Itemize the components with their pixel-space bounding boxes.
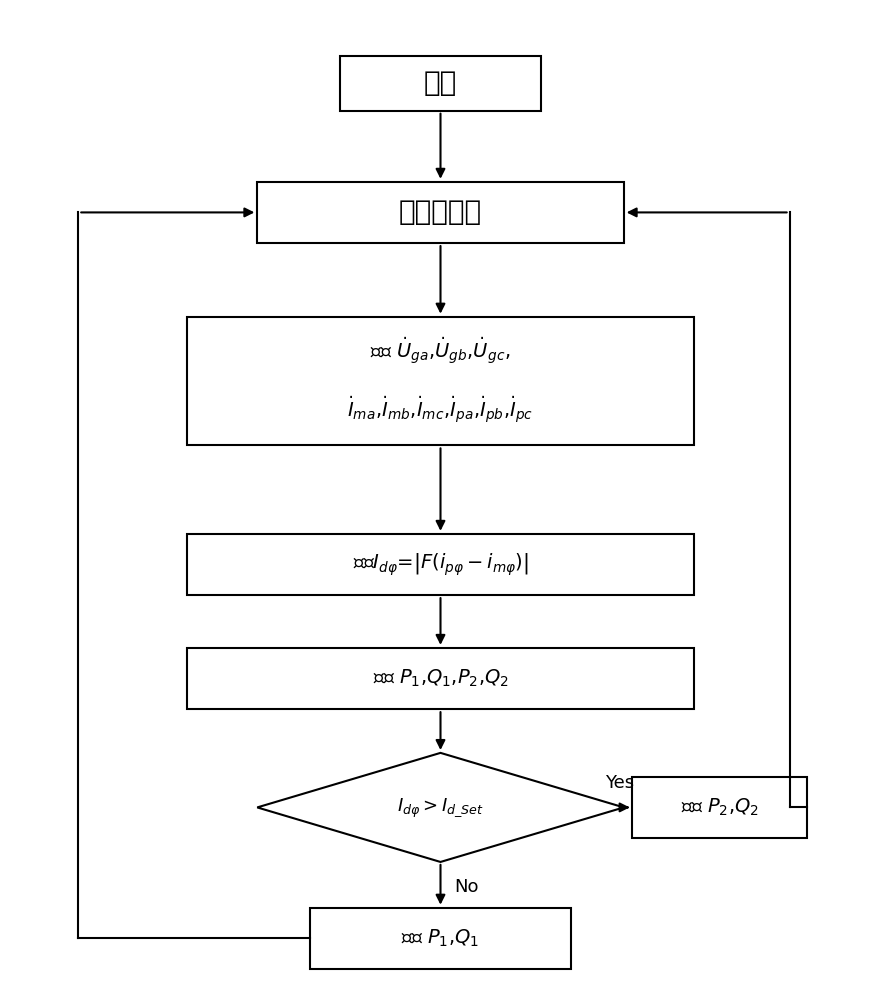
Polygon shape: [257, 753, 624, 862]
FancyBboxPatch shape: [188, 317, 693, 445]
Text: 计算 $\dot{U}_{ga}$,$\dot{U}_{gb}$,$\dot{U}_{gc}$,: 计算 $\dot{U}_{ga}$,$\dot{U}_{gb}$,$\dot{U…: [370, 336, 511, 367]
FancyBboxPatch shape: [188, 648, 693, 709]
Text: 输出 $P_1$,$Q_1$: 输出 $P_1$,$Q_1$: [402, 928, 479, 949]
FancyBboxPatch shape: [633, 777, 807, 838]
Text: Yes: Yes: [605, 774, 634, 792]
FancyBboxPatch shape: [340, 56, 541, 111]
Text: No: No: [455, 878, 479, 896]
Text: $I_{d\varphi}>I_{d\_Set}$: $I_{d\varphi}>I_{d\_Set}$: [397, 796, 484, 819]
Text: 计算 $P_1$,$Q_1$,$P_2$,$Q_2$: 计算 $P_1$,$Q_1$,$P_2$,$Q_2$: [373, 668, 508, 689]
Text: $\dot{I}_{ma}$,$\dot{I}_{mb}$,$\dot{I}_{mc}$,$\dot{I}_{pa}$,$\dot{I}_{pb}$,$\dot: $\dot{I}_{ma}$,$\dot{I}_{mb}$,$\dot{I}_{…: [347, 395, 534, 426]
Text: 模拟量采样: 模拟量采样: [399, 198, 482, 226]
FancyBboxPatch shape: [257, 182, 624, 243]
FancyBboxPatch shape: [188, 534, 693, 595]
Text: 输出 $P_2$,$Q_2$: 输出 $P_2$,$Q_2$: [681, 797, 759, 818]
Text: 开始: 开始: [424, 69, 457, 97]
Text: 计算$I_{d\varphi}$=$\left|F(i_{p\varphi}-i_{m\varphi})\right|$: 计算$I_{d\varphi}$=$\left|F(i_{p\varphi}-i…: [352, 551, 529, 578]
FancyBboxPatch shape: [309, 908, 572, 969]
